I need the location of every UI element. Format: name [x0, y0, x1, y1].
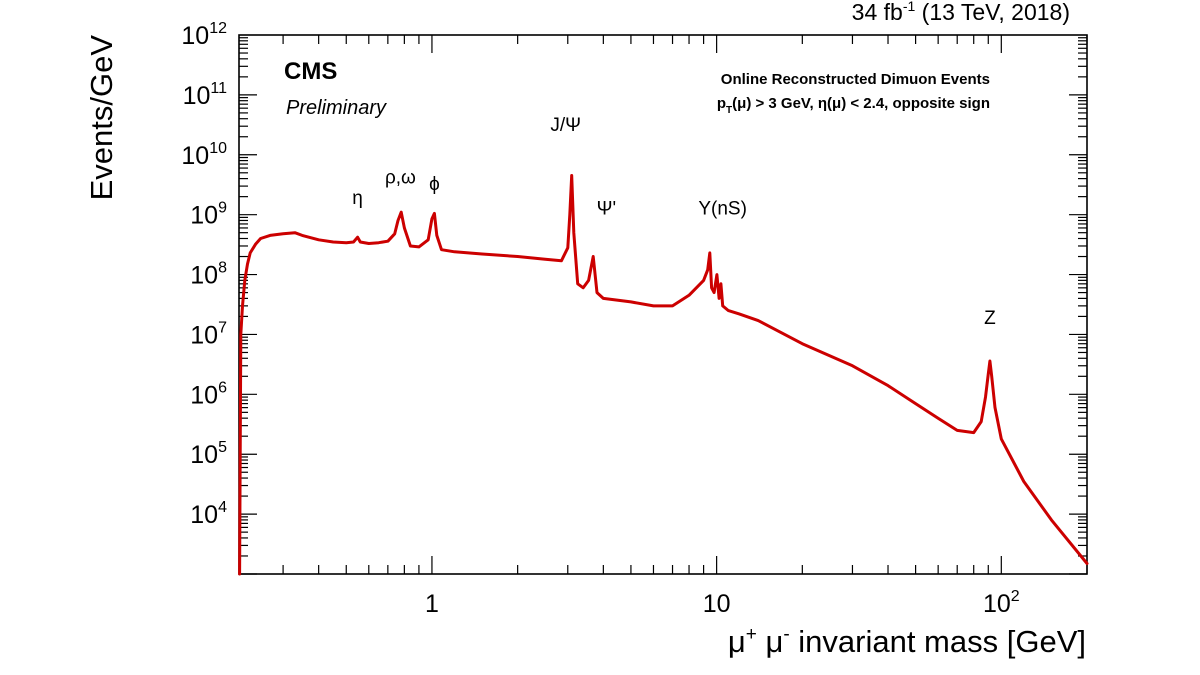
- description-line1: Online Reconstructed Dimuon Events: [721, 71, 990, 88]
- peak-label: Υ(nS): [698, 199, 747, 220]
- y-tick-label: 109: [190, 200, 227, 230]
- pt-symbol: p: [717, 95, 726, 112]
- series-line: [238, 174, 1089, 576]
- x-axis-title: μ+ μ- invariant mass [GeV]: [728, 624, 1086, 659]
- y-tick-label: 108: [190, 260, 227, 290]
- pt-rest: (μ) > 3 GeV, η(μ) < 2.4, opposite sign: [732, 95, 990, 112]
- peak-label: Z: [984, 308, 996, 329]
- x-title-mu2: μ: [757, 624, 783, 659]
- y-tick-label: 1010: [181, 140, 227, 170]
- status-label: Preliminary: [286, 97, 387, 119]
- x-tick-label: 102: [983, 588, 1020, 618]
- y-tick-label: 104: [190, 499, 227, 529]
- experiment-label: CMS: [284, 58, 337, 85]
- y-axis-title: Events/GeV: [84, 35, 119, 201]
- x-axis-ticks: 1 10 102: [282, 35, 1088, 618]
- y-tick-label: 105: [190, 439, 227, 469]
- y-tick-label: 107: [190, 319, 227, 349]
- peak-label: ϕ: [429, 174, 440, 195]
- y-axis-ticks: 104 105 106 107 108 109 1010 1011 1012: [181, 20, 1087, 575]
- lumi-value: 34 fb: [852, 0, 903, 25]
- series-layer: [238, 174, 1089, 576]
- peak-label: Ψ': [597, 199, 617, 220]
- x-title-minus: -: [783, 624, 789, 645]
- y-tick-label: 1011: [183, 80, 228, 110]
- description-line2: pT(μ) > 3 GeV, η(μ) < 2.4, opposite sign: [717, 95, 990, 116]
- lumi-exponent: -1: [903, 0, 916, 14]
- peak-label: η: [352, 188, 363, 209]
- peak-label: ρ,ω: [385, 168, 416, 189]
- x-title-rest: invariant mass [GeV]: [790, 624, 1086, 659]
- x-tick-label: 1: [425, 590, 439, 618]
- plot-frame: [238, 34, 1088, 575]
- pt-subscript: T: [726, 105, 732, 116]
- y-tick-label: 106: [190, 379, 227, 409]
- x-title-mu: μ: [728, 624, 746, 659]
- lumi-suffix: (13 TeV, 2018): [915, 0, 1070, 25]
- x-title-plus: +: [746, 624, 757, 645]
- lumi-label: 34 fb-1 (13 TeV, 2018): [852, 0, 1070, 25]
- peak-label: J/Ψ: [550, 115, 581, 136]
- peak-labels: η ρ,ω ϕ J/Ψ Ψ' Υ(nS) Z: [352, 115, 996, 329]
- y-tick-label: 1012: [181, 20, 227, 50]
- x-tick-label: 10: [703, 590, 731, 618]
